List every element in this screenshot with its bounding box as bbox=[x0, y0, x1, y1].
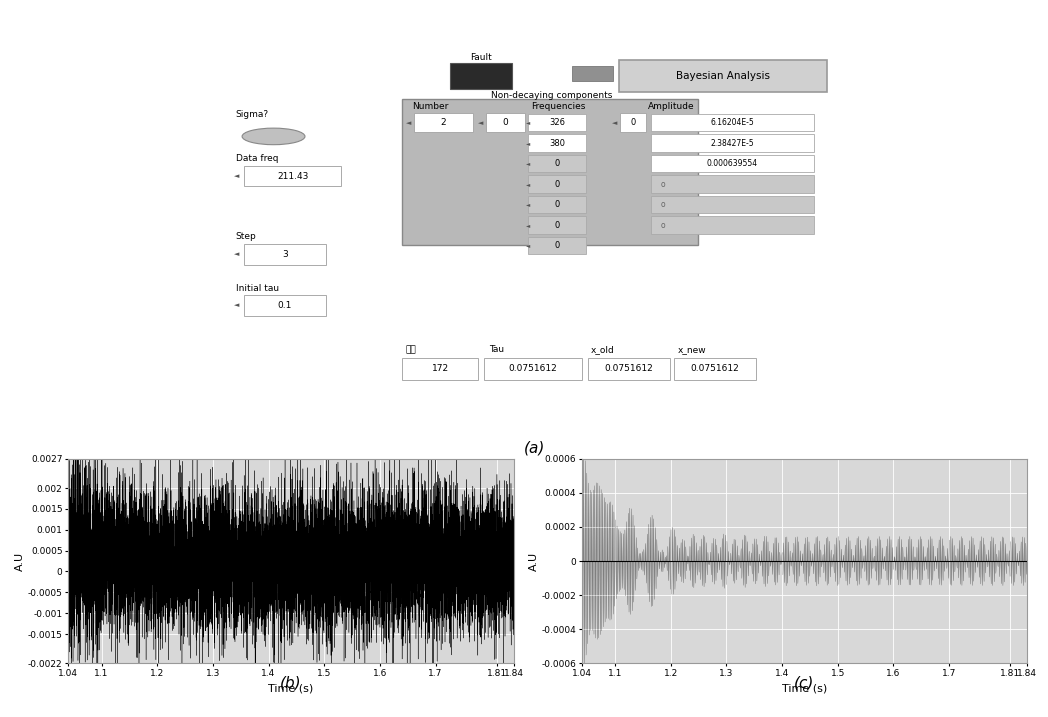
Text: Initial tau: Initial tau bbox=[236, 284, 279, 293]
Text: Data freq: Data freq bbox=[236, 154, 279, 163]
FancyBboxPatch shape bbox=[484, 358, 582, 380]
Text: 0.000639554: 0.000639554 bbox=[707, 159, 758, 168]
Text: o: o bbox=[660, 221, 664, 229]
Text: 0: 0 bbox=[554, 159, 560, 168]
FancyBboxPatch shape bbox=[674, 358, 756, 380]
FancyBboxPatch shape bbox=[244, 244, 326, 265]
Text: 0: 0 bbox=[554, 221, 560, 229]
Text: ◄: ◄ bbox=[234, 302, 239, 308]
Text: ◄: ◄ bbox=[406, 120, 411, 125]
Text: 2.38427E-5: 2.38427E-5 bbox=[711, 138, 755, 148]
Text: Non-decaying components: Non-decaying components bbox=[490, 90, 612, 100]
FancyBboxPatch shape bbox=[651, 196, 814, 213]
Text: Sigma?: Sigma? bbox=[236, 110, 269, 119]
Text: 0.0751612: 0.0751612 bbox=[509, 364, 558, 374]
Ellipse shape bbox=[242, 128, 305, 145]
Text: (a): (a) bbox=[524, 441, 545, 456]
FancyBboxPatch shape bbox=[402, 358, 478, 380]
Text: 0: 0 bbox=[554, 200, 560, 209]
Text: (b): (b) bbox=[280, 675, 301, 690]
FancyBboxPatch shape bbox=[651, 135, 814, 152]
FancyBboxPatch shape bbox=[528, 114, 586, 131]
Text: ◄: ◄ bbox=[526, 223, 530, 227]
Text: Tau: Tau bbox=[489, 345, 504, 354]
Text: 0: 0 bbox=[631, 118, 636, 127]
Text: 0: 0 bbox=[554, 180, 560, 189]
Text: 2: 2 bbox=[440, 118, 446, 127]
Text: 크기: 크기 bbox=[406, 345, 416, 354]
Text: ◄: ◄ bbox=[234, 251, 239, 257]
Text: Fault: Fault bbox=[471, 53, 492, 62]
X-axis label: Time (s): Time (s) bbox=[268, 683, 313, 693]
Text: ◄: ◄ bbox=[526, 120, 530, 125]
Text: o: o bbox=[660, 200, 664, 209]
FancyBboxPatch shape bbox=[528, 135, 586, 152]
FancyBboxPatch shape bbox=[620, 113, 647, 133]
Text: 211.43: 211.43 bbox=[278, 172, 309, 181]
FancyBboxPatch shape bbox=[651, 217, 814, 234]
Text: (c): (c) bbox=[793, 675, 814, 690]
FancyBboxPatch shape bbox=[528, 176, 586, 193]
FancyBboxPatch shape bbox=[651, 155, 814, 172]
Text: Number: Number bbox=[412, 103, 449, 111]
FancyBboxPatch shape bbox=[651, 176, 814, 193]
Text: 6.16204E-5: 6.16204E-5 bbox=[711, 118, 755, 127]
Text: ◄: ◄ bbox=[526, 243, 530, 248]
Text: Step: Step bbox=[236, 232, 257, 242]
FancyBboxPatch shape bbox=[651, 114, 814, 131]
Text: ◄: ◄ bbox=[526, 161, 530, 166]
Text: ◄: ◄ bbox=[526, 141, 530, 146]
FancyBboxPatch shape bbox=[528, 155, 586, 172]
Text: ◄: ◄ bbox=[526, 181, 530, 186]
Text: x_new: x_new bbox=[678, 345, 706, 354]
Text: ◄: ◄ bbox=[234, 173, 239, 179]
Text: Frequencies: Frequencies bbox=[531, 103, 586, 111]
Text: Amplitude: Amplitude bbox=[648, 103, 694, 111]
FancyBboxPatch shape bbox=[402, 99, 698, 244]
Text: 0.0751612: 0.0751612 bbox=[605, 364, 653, 374]
Text: 172: 172 bbox=[432, 364, 449, 374]
Text: Bayesian Analysis: Bayesian Analysis bbox=[676, 71, 770, 81]
Text: 0.1: 0.1 bbox=[278, 301, 292, 310]
Y-axis label: A.U: A.U bbox=[528, 551, 539, 571]
FancyBboxPatch shape bbox=[528, 217, 586, 234]
Text: x_old: x_old bbox=[591, 345, 615, 354]
FancyBboxPatch shape bbox=[528, 196, 586, 213]
Text: 3: 3 bbox=[282, 250, 288, 259]
Text: ◄: ◄ bbox=[612, 120, 617, 125]
FancyBboxPatch shape bbox=[588, 358, 670, 380]
Text: 0: 0 bbox=[503, 118, 508, 127]
Text: 0: 0 bbox=[554, 241, 560, 250]
X-axis label: Time (s): Time (s) bbox=[782, 683, 827, 693]
FancyBboxPatch shape bbox=[244, 295, 326, 315]
FancyBboxPatch shape bbox=[244, 166, 342, 186]
Text: o: o bbox=[660, 180, 664, 189]
Text: 0.0751612: 0.0751612 bbox=[691, 364, 739, 374]
FancyBboxPatch shape bbox=[528, 237, 586, 255]
FancyBboxPatch shape bbox=[486, 113, 525, 133]
FancyBboxPatch shape bbox=[572, 66, 613, 81]
FancyBboxPatch shape bbox=[619, 60, 827, 92]
Text: ◄: ◄ bbox=[526, 202, 530, 207]
Text: 326: 326 bbox=[549, 118, 565, 127]
FancyBboxPatch shape bbox=[414, 113, 474, 133]
Text: 380: 380 bbox=[549, 138, 565, 148]
FancyBboxPatch shape bbox=[450, 63, 512, 89]
Y-axis label: A.U: A.U bbox=[15, 551, 25, 571]
Text: ◄: ◄ bbox=[478, 120, 483, 125]
